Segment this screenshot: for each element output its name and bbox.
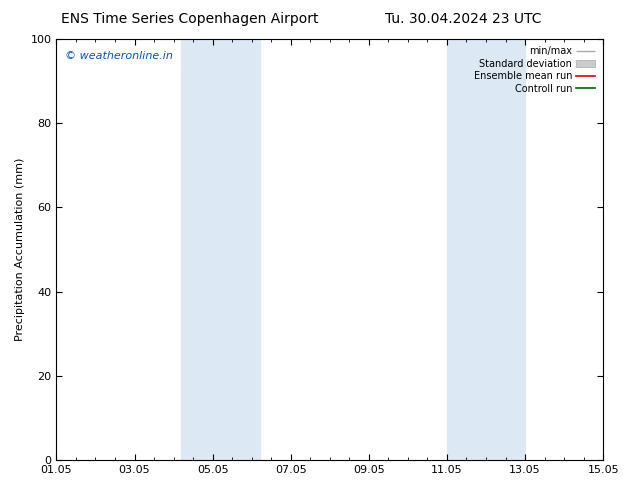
Y-axis label: Precipitation Accumulation (mm): Precipitation Accumulation (mm) — [15, 158, 25, 341]
Text: ENS Time Series Copenhagen Airport: ENS Time Series Copenhagen Airport — [61, 12, 319, 26]
Text: © weatheronline.in: © weatheronline.in — [65, 51, 172, 61]
Text: Tu. 30.04.2024 23 UTC: Tu. 30.04.2024 23 UTC — [385, 12, 541, 26]
Bar — [447, 39, 525, 460]
Legend: min/max, Standard deviation, Ensemble mean run, Controll run: min/max, Standard deviation, Ensemble me… — [470, 44, 598, 97]
Bar — [181, 39, 259, 460]
